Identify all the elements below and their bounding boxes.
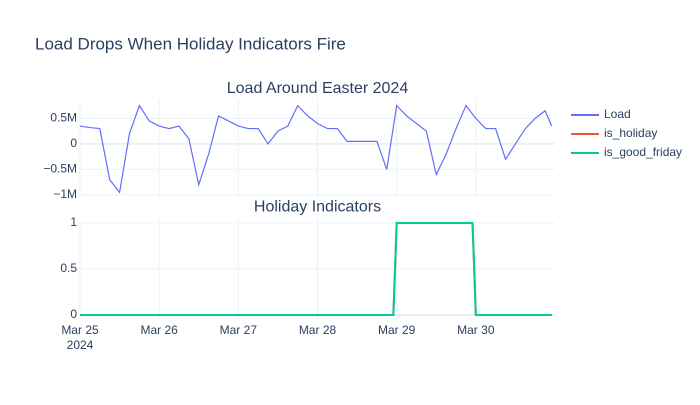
y-tick-label: −0.5M [43,162,77,176]
y-tick-label: 1 [70,215,77,229]
x-tick-label: Mar 29 [378,323,416,337]
y-tick-label: 0 [70,307,77,321]
y-tick-label: 0.5 [60,261,77,275]
x-tick-label: Mar 26 [140,323,178,337]
y-tick-label: 0.5M [50,111,77,125]
x-tick-label: Mar 30 [457,323,495,337]
legend-label: is_holiday [604,126,657,140]
subplot-title: Load Around Easter 2024 [227,80,409,97]
x-tick-label: Mar 27 [220,323,258,337]
y-tick-label: 0 [70,136,77,150]
legend-label: Load [604,107,631,121]
series-line [79,104,553,194]
subplot-title: Holiday Indicators [254,199,381,216]
y-tick-label: −1M [53,187,77,201]
x-tick-label: Mar 28 [299,323,337,337]
x-tick-year: 2024 [67,338,94,352]
series-line [80,222,552,316]
x-tick-label: Mar 25 [61,323,99,337]
legend-label: is_good_friday [604,145,682,159]
chart-title: Load Drops When Holiday Indicators Fire [35,34,346,53]
